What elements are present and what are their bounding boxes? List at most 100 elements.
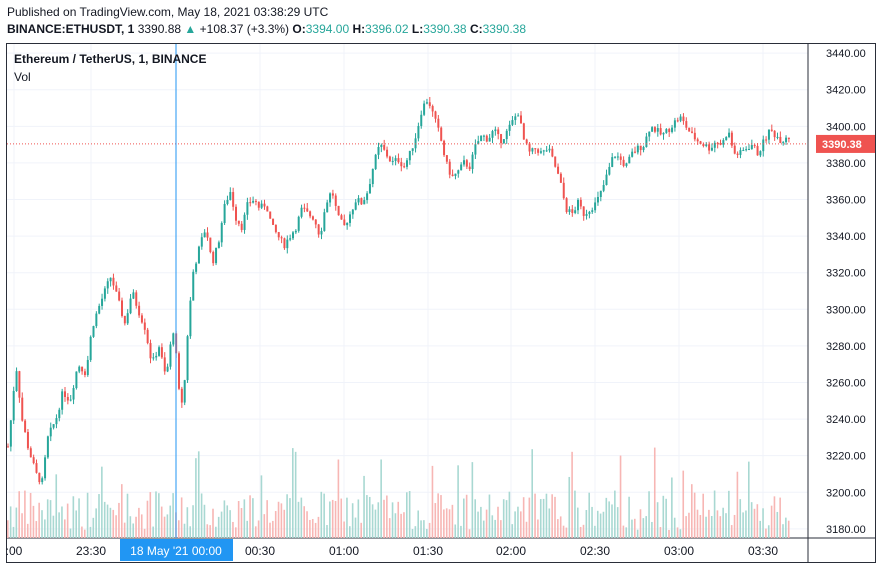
candle-body — [517, 115, 520, 117]
volume-bar — [64, 519, 66, 538]
candle-body — [257, 201, 260, 208]
volume-bar — [591, 506, 593, 538]
y-tick-label: 3340.00 — [826, 231, 866, 243]
volume-bar — [537, 519, 539, 538]
volume-bar — [693, 492, 696, 538]
candle-body — [286, 239, 289, 249]
candle-body — [770, 129, 773, 131]
candle-body — [685, 121, 688, 128]
volume-bar — [360, 522, 362, 538]
volume-bar — [497, 506, 499, 538]
candle-body — [343, 219, 346, 226]
candle-body — [699, 141, 702, 144]
candle-body — [642, 147, 645, 151]
low-label: L: — [411, 22, 424, 36]
volume-bar — [634, 518, 636, 538]
candle-body — [123, 315, 126, 324]
candle-body — [762, 139, 765, 152]
volume-bar — [437, 493, 439, 538]
volume-bar — [460, 525, 462, 538]
candle-body — [474, 144, 477, 155]
candle-body — [212, 251, 215, 264]
y-tick-label: 3300.00 — [826, 304, 866, 316]
y-tick-label: 3200.00 — [826, 487, 866, 499]
volume-bar — [317, 516, 320, 538]
candle-body — [502, 139, 505, 144]
candle-body — [599, 190, 602, 198]
candle-body — [577, 199, 579, 211]
candle-body — [35, 463, 38, 473]
candle-body — [400, 162, 403, 167]
volume-bar — [257, 520, 260, 538]
candle-body — [371, 169, 374, 185]
candle-body — [272, 218, 275, 225]
volume-bar — [702, 493, 704, 538]
candle-body — [331, 193, 334, 196]
volume-bar — [337, 459, 340, 538]
volume-bar — [266, 500, 268, 538]
x-tick-label: 00:30 — [245, 544, 275, 558]
candle-body — [334, 195, 337, 206]
volume-bar — [596, 510, 599, 538]
volume-bar — [511, 524, 514, 538]
volume-bar — [463, 498, 465, 538]
candle-body — [266, 206, 269, 212]
candle-body — [66, 396, 69, 401]
candle-body — [748, 149, 750, 151]
volume-bar — [98, 494, 100, 538]
candle-body — [260, 203, 263, 208]
y-tick-label: 3220.00 — [826, 451, 866, 463]
volume-bar — [423, 520, 425, 538]
candle-body — [785, 137, 788, 143]
candle-body — [528, 143, 531, 152]
volume-bar — [474, 499, 476, 538]
candle-body — [89, 336, 92, 360]
volume-bar — [668, 529, 670, 538]
volume-bar — [428, 522, 431, 538]
volume-bar — [326, 525, 328, 538]
volume-bar — [272, 520, 274, 538]
volume-bar — [639, 509, 642, 538]
change-value: +108.37 (+3.3%) — [199, 22, 290, 36]
volume-bar — [785, 517, 787, 538]
candle-body — [406, 160, 408, 167]
volume-bar — [765, 528, 767, 538]
volume-bar — [283, 509, 286, 538]
candle-body — [38, 472, 41, 483]
volume-bar — [263, 514, 266, 538]
volume-bar — [29, 492, 32, 538]
candle-body — [591, 210, 594, 212]
published-header: Published on TradingView.com, May 18, 20… — [7, 5, 329, 19]
candle-body — [739, 150, 742, 155]
volume-bar — [736, 471, 739, 538]
symbol-header: BINANCE:ETHUSDT, 1 3390.88 ▲ +108.37 (+3… — [7, 22, 526, 36]
candle-body — [394, 158, 397, 161]
change-arrow-icon: ▲ — [184, 22, 197, 36]
candle-body — [776, 136, 779, 138]
volume-bar — [773, 496, 776, 538]
volume-bar — [72, 496, 75, 538]
candle-body — [616, 156, 619, 158]
candle-body — [648, 131, 651, 137]
volume-bar — [616, 507, 619, 538]
volume-bar — [762, 508, 764, 538]
candle-body — [226, 199, 229, 204]
candle-body — [653, 127, 656, 132]
candle-body — [574, 210, 577, 213]
candle-body — [636, 145, 639, 153]
candle-body — [388, 156, 391, 162]
candle-body — [548, 148, 551, 151]
volume-bar — [782, 524, 784, 538]
volume-bar — [708, 509, 710, 538]
candle-body — [696, 139, 699, 142]
volume-bar — [158, 493, 160, 538]
candle-body — [26, 431, 29, 449]
last-price-label: 3390.38 — [822, 139, 862, 151]
volume-bar — [340, 498, 343, 538]
volume-bar — [41, 510, 43, 538]
candle-body — [634, 151, 636, 153]
candle-body — [668, 129, 671, 132]
volume-bar — [608, 501, 610, 538]
candle-body — [49, 427, 52, 437]
